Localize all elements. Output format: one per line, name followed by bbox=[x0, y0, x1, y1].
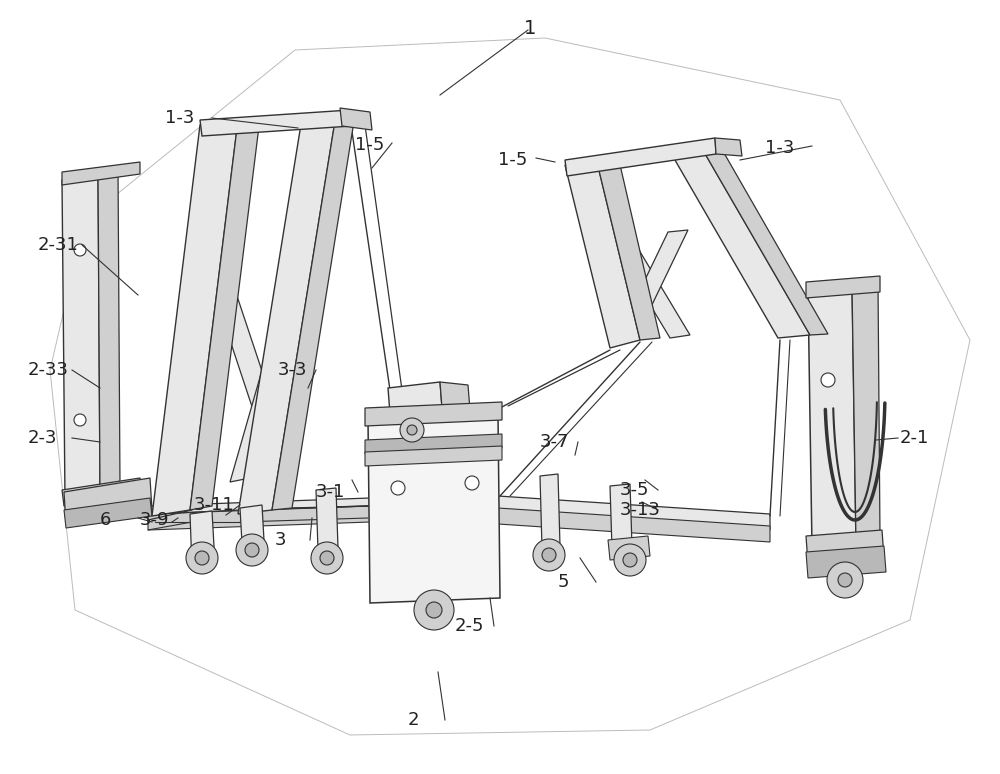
Text: 3-7: 3-7 bbox=[540, 433, 570, 451]
Circle shape bbox=[542, 548, 556, 562]
Polygon shape bbox=[240, 505, 265, 561]
Text: 2-1: 2-1 bbox=[900, 429, 929, 447]
Polygon shape bbox=[190, 511, 215, 567]
Circle shape bbox=[465, 476, 479, 490]
Polygon shape bbox=[62, 162, 140, 185]
Polygon shape bbox=[498, 496, 770, 530]
Text: 3-9: 3-9 bbox=[140, 511, 170, 529]
Polygon shape bbox=[365, 402, 502, 426]
Polygon shape bbox=[806, 530, 884, 564]
Polygon shape bbox=[316, 488, 338, 550]
Text: 1-3: 1-3 bbox=[765, 139, 794, 157]
Polygon shape bbox=[608, 536, 650, 560]
Polygon shape bbox=[565, 158, 640, 348]
Circle shape bbox=[533, 539, 565, 571]
Polygon shape bbox=[64, 498, 152, 528]
Polygon shape bbox=[215, 290, 295, 476]
Polygon shape bbox=[148, 506, 370, 530]
Polygon shape bbox=[62, 478, 142, 506]
Polygon shape bbox=[190, 118, 260, 510]
Circle shape bbox=[426, 602, 442, 618]
Circle shape bbox=[74, 414, 86, 426]
Polygon shape bbox=[806, 276, 880, 298]
Text: 2: 2 bbox=[408, 711, 420, 729]
Polygon shape bbox=[365, 434, 502, 454]
Circle shape bbox=[623, 553, 637, 567]
Polygon shape bbox=[715, 138, 742, 156]
Polygon shape bbox=[700, 145, 828, 335]
Text: 1-3: 1-3 bbox=[165, 109, 194, 127]
Polygon shape bbox=[98, 168, 120, 490]
Circle shape bbox=[821, 373, 835, 387]
Polygon shape bbox=[498, 508, 770, 542]
Text: 3-1: 3-1 bbox=[316, 483, 345, 501]
Circle shape bbox=[245, 543, 259, 557]
Text: 3: 3 bbox=[275, 531, 287, 549]
Polygon shape bbox=[610, 484, 632, 548]
Polygon shape bbox=[148, 498, 370, 522]
Polygon shape bbox=[238, 115, 336, 514]
Circle shape bbox=[838, 573, 852, 587]
Polygon shape bbox=[272, 115, 355, 510]
Polygon shape bbox=[200, 110, 352, 136]
Circle shape bbox=[186, 542, 218, 574]
Text: 3-13: 3-13 bbox=[620, 501, 661, 519]
Circle shape bbox=[391, 481, 405, 495]
Polygon shape bbox=[388, 382, 442, 414]
Circle shape bbox=[74, 244, 86, 256]
Circle shape bbox=[400, 418, 424, 442]
Circle shape bbox=[827, 562, 863, 598]
Text: 5: 5 bbox=[558, 573, 570, 591]
Circle shape bbox=[236, 534, 268, 566]
Circle shape bbox=[320, 551, 334, 565]
Text: 1: 1 bbox=[524, 19, 536, 37]
Text: 3-5: 3-5 bbox=[620, 481, 650, 499]
Text: 2-3: 2-3 bbox=[28, 429, 58, 447]
Text: 1-5: 1-5 bbox=[355, 136, 384, 154]
Text: 6: 6 bbox=[100, 511, 111, 529]
Polygon shape bbox=[230, 288, 305, 482]
Polygon shape bbox=[596, 156, 660, 340]
Text: 2-33: 2-33 bbox=[28, 361, 69, 379]
Polygon shape bbox=[565, 138, 716, 176]
Polygon shape bbox=[852, 282, 880, 542]
Polygon shape bbox=[365, 446, 502, 466]
Polygon shape bbox=[616, 230, 688, 340]
Polygon shape bbox=[152, 120, 238, 516]
Circle shape bbox=[195, 551, 209, 565]
Polygon shape bbox=[62, 172, 100, 500]
Text: 2-5: 2-5 bbox=[455, 617, 484, 635]
Polygon shape bbox=[668, 145, 810, 338]
Text: 3-11: 3-11 bbox=[194, 496, 235, 514]
Polygon shape bbox=[64, 478, 152, 524]
Polygon shape bbox=[806, 546, 886, 578]
Text: 3-3: 3-3 bbox=[278, 361, 308, 379]
Circle shape bbox=[614, 544, 646, 576]
Text: 2-31: 2-31 bbox=[38, 236, 79, 254]
Polygon shape bbox=[610, 235, 690, 338]
Circle shape bbox=[414, 590, 454, 630]
Circle shape bbox=[311, 542, 343, 574]
Polygon shape bbox=[540, 474, 560, 548]
Text: 1-5: 1-5 bbox=[498, 151, 527, 169]
Polygon shape bbox=[440, 382, 470, 410]
Polygon shape bbox=[368, 415, 500, 603]
Polygon shape bbox=[340, 108, 372, 130]
Circle shape bbox=[407, 425, 417, 435]
Polygon shape bbox=[808, 285, 856, 548]
